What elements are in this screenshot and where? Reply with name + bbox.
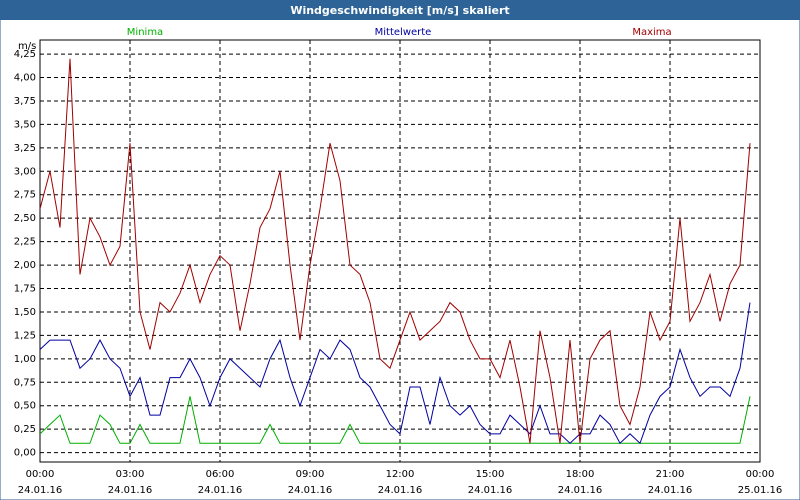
title-bar bbox=[0, 0, 800, 20]
legend-label: Minima bbox=[127, 27, 163, 38]
y-tick-label: 3,75 bbox=[14, 96, 36, 107]
x-tick-date: 24.01.16 bbox=[288, 485, 333, 496]
y-tick-label: 3,25 bbox=[14, 143, 36, 154]
legend-label: Maxima bbox=[632, 27, 671, 38]
y-tick-label: 2,75 bbox=[14, 190, 36, 201]
series-line bbox=[39, 396, 751, 444]
x-tick-date: 24.01.16 bbox=[468, 485, 513, 496]
x-tick-date: 24.01.16 bbox=[648, 485, 693, 496]
y-tick-label: 2,50 bbox=[14, 213, 36, 224]
x-tick-date: 24.01.16 bbox=[198, 485, 243, 496]
y-tick-label: 0,25 bbox=[14, 424, 36, 435]
series-line bbox=[39, 58, 751, 444]
x-tick-date: 24.01.16 bbox=[558, 485, 603, 496]
y-tick-label: 4,25 bbox=[14, 49, 36, 60]
x-tick-label: 03:00 bbox=[116, 469, 145, 480]
x-tick-label: 00:00 bbox=[746, 469, 775, 480]
series-line bbox=[39, 302, 751, 445]
y-tick-label: 0,50 bbox=[14, 401, 36, 412]
y-tick-label: 1,50 bbox=[14, 307, 36, 318]
x-tick-label: 12:00 bbox=[386, 469, 415, 480]
x-tick-date: 24.01.16 bbox=[18, 485, 63, 496]
x-tick-label: 00:00 bbox=[26, 469, 55, 480]
y-axis-label: m/s bbox=[18, 41, 36, 52]
y-tick-label: 1,00 bbox=[14, 354, 36, 365]
y-tick-label: 0,00 bbox=[14, 448, 36, 459]
x-tick-date: 25.01.16 bbox=[738, 485, 783, 496]
y-tick-label: 2,00 bbox=[14, 260, 36, 271]
x-tick-label: 06:00 bbox=[206, 469, 235, 480]
y-tick-label: 4,00 bbox=[14, 73, 36, 84]
y-tick-label: 0,75 bbox=[14, 377, 36, 388]
y-tick-label: 3,00 bbox=[14, 166, 36, 177]
y-tick-label: 1,75 bbox=[14, 284, 36, 295]
x-tick-label: 18:00 bbox=[566, 469, 595, 480]
x-tick-date: 24.01.16 bbox=[378, 485, 423, 496]
y-tick-label: 2,25 bbox=[14, 237, 36, 248]
x-tick-label: 21:00 bbox=[656, 469, 685, 480]
y-tick-label: 1,25 bbox=[14, 330, 36, 341]
x-tick-label: 09:00 bbox=[296, 469, 325, 480]
x-tick-date: 24.01.16 bbox=[108, 485, 153, 496]
chart-title: Windgeschwindigkeit [m/s] skaliert bbox=[290, 4, 509, 17]
y-tick-label: 3,50 bbox=[14, 119, 36, 130]
x-tick-label: 15:00 bbox=[476, 469, 505, 480]
legend-label: Mittelwerte bbox=[375, 27, 432, 38]
